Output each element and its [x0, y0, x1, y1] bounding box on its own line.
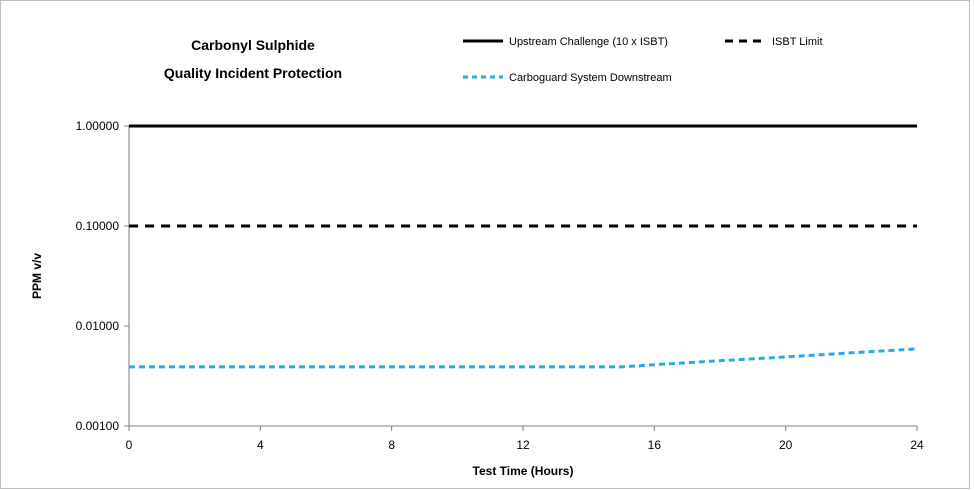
x-tick-label: 24 [910, 438, 924, 452]
x-tick-label: 20 [779, 438, 793, 452]
series-layer [129, 124, 918, 369]
y-tick-label: 0.01000 [76, 319, 120, 333]
legend-label-upstream-challenge: Upstream Challenge (10 x ISBT) [509, 36, 668, 48]
y-tick-label: 0.00100 [76, 419, 120, 433]
y-axis-title: PPM v/v [30, 253, 44, 299]
legend: Upstream Challenge (10 x ISBT) ISBT Limi… [463, 36, 823, 84]
x-tick-label: 4 [257, 438, 264, 452]
chart-title-line-1: Carbonyl Sulphide [191, 37, 315, 53]
x-tick-label: 12 [516, 438, 530, 452]
x-axis-title: Test Time (Hours) [473, 464, 574, 478]
y-tick-label: 1.00000 [76, 119, 120, 133]
x-tick-label: 0 [126, 438, 133, 452]
chart-title-line-2: Quality Incident Protection [164, 65, 342, 81]
y-axis-ticks: 1.00000 0.10000 0.01000 0.00100 [76, 119, 129, 433]
legend-label-carboguard-downstream: Carboguard System Downstream [509, 72, 672, 84]
series-line-carboguard-system-downstream [129, 347, 918, 369]
legend-label-isbt-limit: ISBT Limit [772, 36, 823, 48]
x-tick-label: 16 [648, 438, 662, 452]
y-tick-label: 0.10000 [76, 219, 120, 233]
x-axis-ticks: 0 4 8 12 16 20 24 [126, 426, 924, 452]
x-tick-label: 8 [388, 438, 395, 452]
